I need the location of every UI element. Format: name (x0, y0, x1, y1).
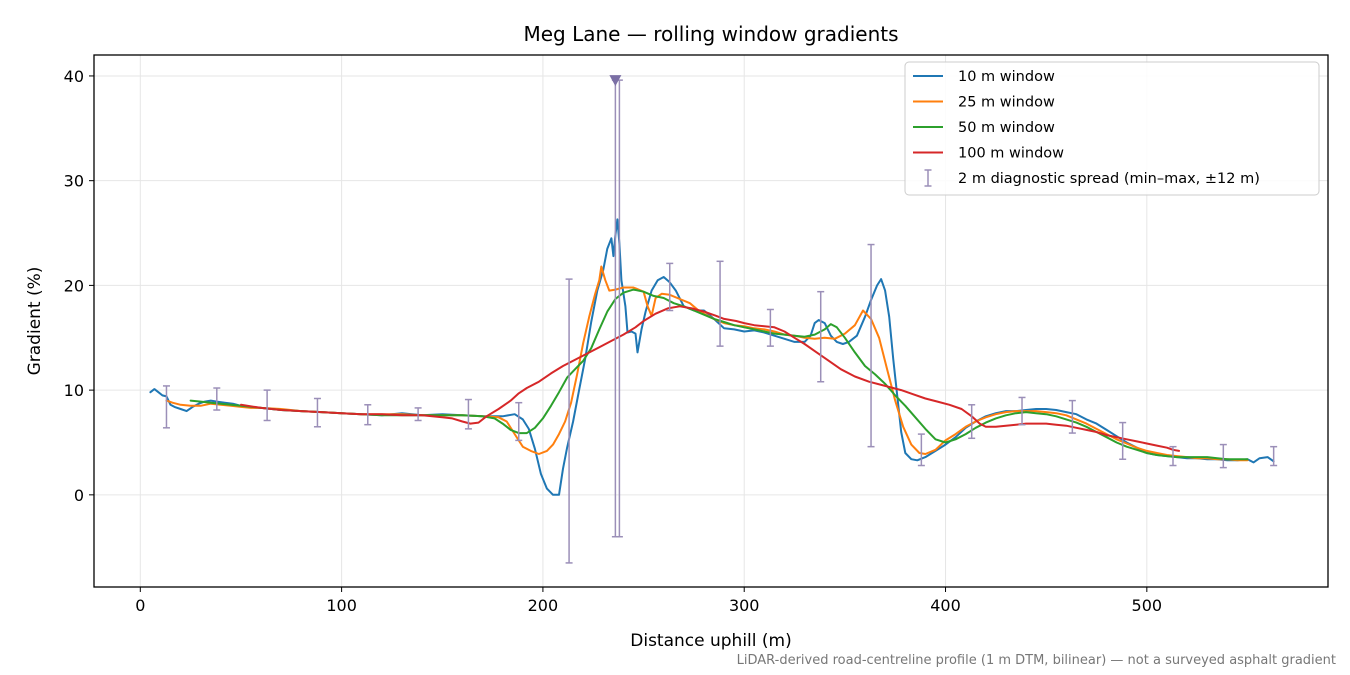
legend-box (904, 61, 1320, 196)
error-bar (565, 278, 573, 564)
y-axis-label: Gradient (%) (25, 267, 45, 376)
x-tick-label: 200 (528, 596, 559, 615)
axes-frame (93, 54, 1329, 588)
x-tick-label: 300 (729, 596, 760, 615)
error-bar (968, 404, 976, 440)
x-tick-label: 400 (930, 596, 961, 615)
error-bar (213, 387, 221, 411)
y-tick-label: 0 (74, 486, 84, 505)
legend-label-4: 100 m window (958, 146, 1064, 162)
error-bar (716, 260, 724, 347)
x-axis-label: Distance uphill (m) (630, 631, 791, 651)
x-tick-label: 100 (326, 596, 357, 615)
error-bar (666, 262, 674, 312)
error-bar (464, 398, 472, 430)
legend: 10 m window 25 m window 50 m window 100 m w… (904, 61, 1320, 196)
y-tick-label: 40 (64, 67, 84, 86)
y-ticks: 0 10 20 30 40 (64, 67, 94, 505)
series-line-4 (240, 305, 1180, 452)
caption: LiDAR-derived road-centreline profile (1… (737, 653, 1336, 668)
error-bar (1169, 445, 1177, 467)
series-line-3 (189, 288, 1249, 461)
error-bar (364, 404, 372, 426)
y-tick-label: 20 (64, 276, 84, 295)
error-bar (1270, 445, 1278, 467)
error-bar (867, 243, 875, 448)
error-bar (817, 290, 825, 383)
error-bar (1119, 421, 1127, 460)
clipped-value-marker (609, 75, 622, 87)
error-bar (1219, 443, 1227, 469)
y-tick-label: 10 (64, 381, 84, 400)
error-bar (917, 433, 925, 467)
error-bar (313, 397, 321, 428)
legend-label-2: 25 m window (958, 95, 1055, 111)
error-bar (766, 308, 774, 347)
legend-label-1: 10 m window (958, 69, 1055, 85)
error-bar (263, 389, 271, 422)
error-bar (162, 385, 170, 429)
y-tick-label: 30 (64, 172, 84, 191)
x-ticks: 0 100 200 300 400 500 (135, 587, 1162, 615)
chart-title: Meg Lane — rolling window gradients (523, 22, 898, 46)
x-tick-label: 500 (1132, 596, 1163, 615)
legend-label-errorbars: 2 m diagnostic spread (min–max, ±12 m) (958, 171, 1260, 187)
error-bar (1018, 396, 1026, 426)
x-tick-label: 0 (135, 596, 145, 615)
error-bar (515, 401, 523, 442)
plot-area (149, 75, 1278, 564)
error-bar (1068, 399, 1076, 434)
legend-label-3: 50 m window (958, 120, 1055, 136)
error-bar (414, 407, 422, 422)
